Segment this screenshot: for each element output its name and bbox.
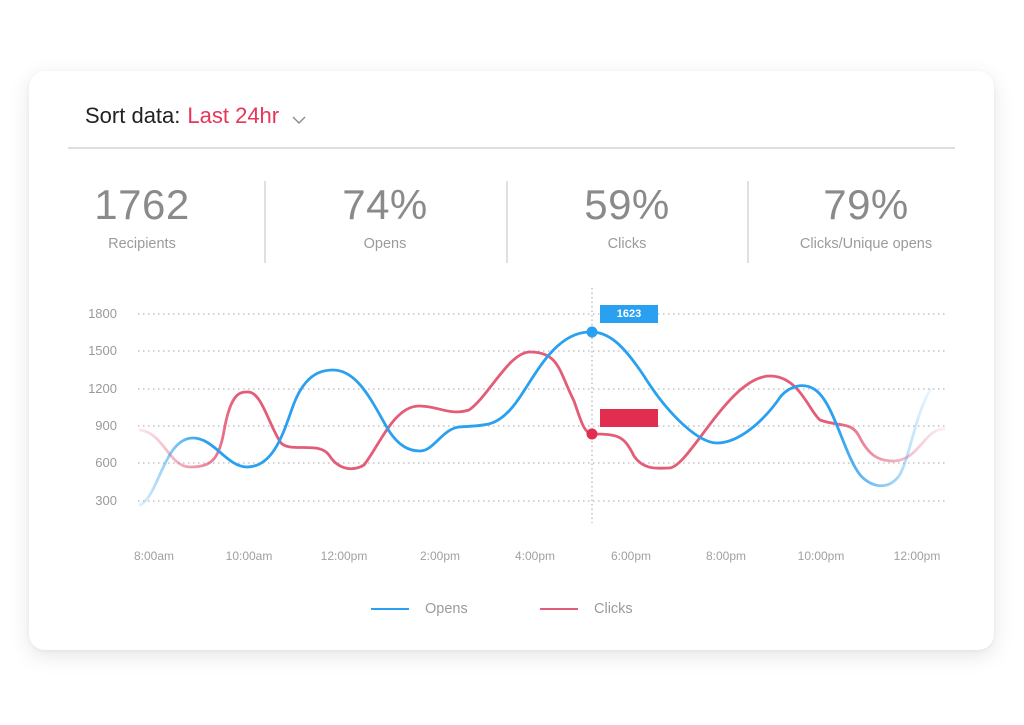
y-tick-300: 300 xyxy=(95,493,117,508)
sort-label: Sort data: xyxy=(85,103,181,128)
stat-value: 1762 xyxy=(94,181,190,228)
chevron-down-icon[interactable] xyxy=(291,108,307,124)
opens-highlight-point xyxy=(586,326,598,338)
clicks-highlight-point xyxy=(586,428,598,440)
stat-value: 79% xyxy=(823,181,909,228)
stat-value: 59% xyxy=(584,181,670,228)
x-tick: 4:00pm xyxy=(514,549,556,563)
y-tick-1200: 1200 xyxy=(88,381,117,396)
analytics-card: Sort data: Last 24hr 1762 Recipients 74%… xyxy=(29,71,994,650)
line-chart xyxy=(138,288,946,523)
stat-clicks-unique-opens: 79% Clicks/Unique opens xyxy=(766,181,966,252)
x-tick: 2:00pm xyxy=(419,549,461,563)
stat-divider xyxy=(747,181,749,263)
legend-item-opens[interactable]: Opens xyxy=(371,601,468,617)
stat-recipients: 1762 Recipients xyxy=(42,181,242,252)
x-tick: 12:00pm xyxy=(893,549,941,563)
x-tick: 6:00pm xyxy=(610,549,652,563)
x-tick: 10:00pm xyxy=(797,549,845,563)
x-tick: 8:00am xyxy=(133,549,175,563)
stat-divider xyxy=(506,181,508,263)
stat-value: 74% xyxy=(342,181,428,228)
clicks-line xyxy=(138,350,946,471)
x-tick: 8:00pm xyxy=(705,549,747,563)
y-tick-600: 600 xyxy=(95,455,117,470)
opens-tooltip: 1623 xyxy=(600,305,658,323)
stat-label: Clicks/Unique opens xyxy=(799,236,933,252)
stat-opens: 74% Opens xyxy=(285,181,485,252)
legend-label: Clicks xyxy=(594,601,633,617)
sort-value[interactable]: Last 24hr xyxy=(187,103,280,128)
stat-label: Clicks xyxy=(607,236,647,252)
clicks-tooltip xyxy=(600,409,658,427)
y-tick-1500: 1500 xyxy=(88,343,117,358)
x-tick: 10:00am xyxy=(225,549,273,563)
legend-swatch-clicks xyxy=(540,608,578,610)
opens-line xyxy=(138,330,933,507)
stat-label: Recipients xyxy=(108,236,176,252)
stat-clicks: 59% Clicks xyxy=(527,181,727,252)
header-divider xyxy=(68,147,955,149)
legend-item-clicks[interactable]: Clicks xyxy=(540,601,633,617)
stat-divider xyxy=(264,181,266,263)
x-tick: 12:00pm xyxy=(320,549,368,563)
stat-label: Opens xyxy=(363,236,407,252)
y-tick-1800: 1800 xyxy=(88,306,117,321)
grid-lines xyxy=(138,313,946,502)
y-tick-900: 900 xyxy=(95,418,117,433)
sort-data-dropdown[interactable]: Sort data: Last 24hr xyxy=(85,101,307,131)
legend-label: Opens xyxy=(425,601,468,617)
legend-swatch-opens xyxy=(371,608,409,610)
